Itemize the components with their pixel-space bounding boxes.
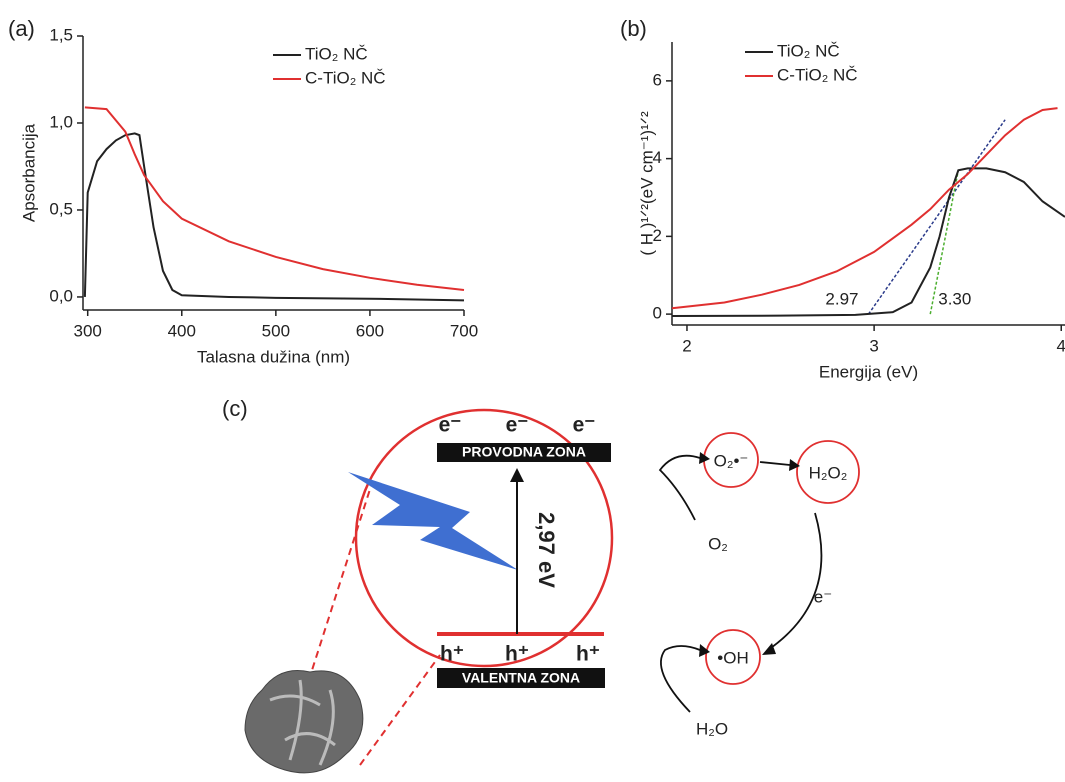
hole: h⁺ <box>576 643 600 666</box>
zoom-line <box>359 654 441 766</box>
electron-label: e⁻ <box>814 587 832 606</box>
electron: e⁻ <box>573 414 596 437</box>
particle-circle <box>354 408 614 668</box>
band-label: VALENTNA ZONA <box>462 670 580 686</box>
hole: h⁺ <box>440 643 464 666</box>
arrow <box>767 512 823 651</box>
arrow <box>759 461 791 466</box>
y-tick-label: 1,5 <box>49 25 73 44</box>
series-line <box>671 107 1058 310</box>
electron: e⁻ <box>439 414 462 437</box>
arrow-head <box>699 644 710 657</box>
hole: h⁺ <box>505 643 529 666</box>
diagram: (c) PROVODNA ZONA VALENTNA ZONA e⁻ e⁻ e⁻… <box>222 396 860 774</box>
panel-label: (b) <box>620 16 647 41</box>
x-tick-label: 700 <box>450 321 478 340</box>
legend-label: C-TiO₂ NČ <box>777 65 858 84</box>
arrow-head <box>699 452 710 464</box>
arrow-head <box>510 468 524 482</box>
y-tick-label: 2 <box>653 226 662 245</box>
y-axis-label: ( H )¹ᐟ²(eV cm⁻¹)¹ᐟ² <box>637 111 656 256</box>
y-tick-label: 4 <box>653 148 662 167</box>
y-tick-label: 0,0 <box>49 286 73 305</box>
y-tick-label: 1,0 <box>49 112 73 131</box>
legend-label: TiO₂ NČ <box>305 44 368 63</box>
arrow-head <box>762 643 776 655</box>
species-circle <box>705 629 761 685</box>
band-label: PROVODNA ZONA <box>462 444 586 460</box>
species: O₂•⁻ <box>714 451 749 470</box>
conduction-band <box>437 443 611 462</box>
x-tick-label: 2 <box>682 336 691 355</box>
fit-line <box>867 119 1006 315</box>
reactant: H₂O <box>696 719 728 738</box>
legend-label: C-TiO₂ NČ <box>305 68 386 87</box>
series-line <box>671 167 1065 318</box>
y-tick-label: 0,5 <box>49 199 73 218</box>
nanoparticle-texture <box>269 679 336 766</box>
x-tick-label: 4 <box>1057 336 1065 355</box>
valence-band <box>437 668 605 688</box>
species: H₂O₂ <box>809 463 848 482</box>
zoom-line <box>304 482 373 693</box>
arrow-heads <box>699 452 800 657</box>
species: •OH <box>717 648 748 667</box>
arrow <box>658 454 701 521</box>
x-tick-label: 400 <box>168 321 196 340</box>
panel-label: (c) <box>222 396 248 421</box>
nanoparticle <box>244 670 364 774</box>
y-tick-label: 0 <box>653 304 662 323</box>
y-tick-label: 6 <box>653 70 662 89</box>
species-circle <box>796 440 860 504</box>
x-axis-label: Talasna dužina (nm) <box>197 347 350 366</box>
electron: e⁻ <box>506 414 529 437</box>
reaction-arrows <box>658 454 823 713</box>
x-tick-label: 600 <box>356 321 384 340</box>
x-tick-label: 500 <box>262 321 290 340</box>
annotation: 3.30 <box>938 290 971 309</box>
annotation: 2.97 <box>825 290 858 309</box>
band-gap: 2,97 eV <box>534 512 559 588</box>
x-tick-label: 300 <box>74 321 102 340</box>
fit-line <box>929 170 960 315</box>
x-tick-label: 3 <box>869 336 878 355</box>
reactant: O₂ <box>708 534 728 553</box>
arrow-head <box>789 459 800 471</box>
y-axis-label: Apsorbancija <box>19 123 38 222</box>
legend-label: TiO₂ NČ <box>777 41 840 60</box>
arrow <box>660 645 701 713</box>
panel-label: (a) <box>8 16 35 41</box>
light-bolt <box>348 472 518 570</box>
series-line <box>83 132 465 302</box>
x-axis-label: Energija (eV) <box>819 362 918 381</box>
series-line <box>84 106 465 291</box>
